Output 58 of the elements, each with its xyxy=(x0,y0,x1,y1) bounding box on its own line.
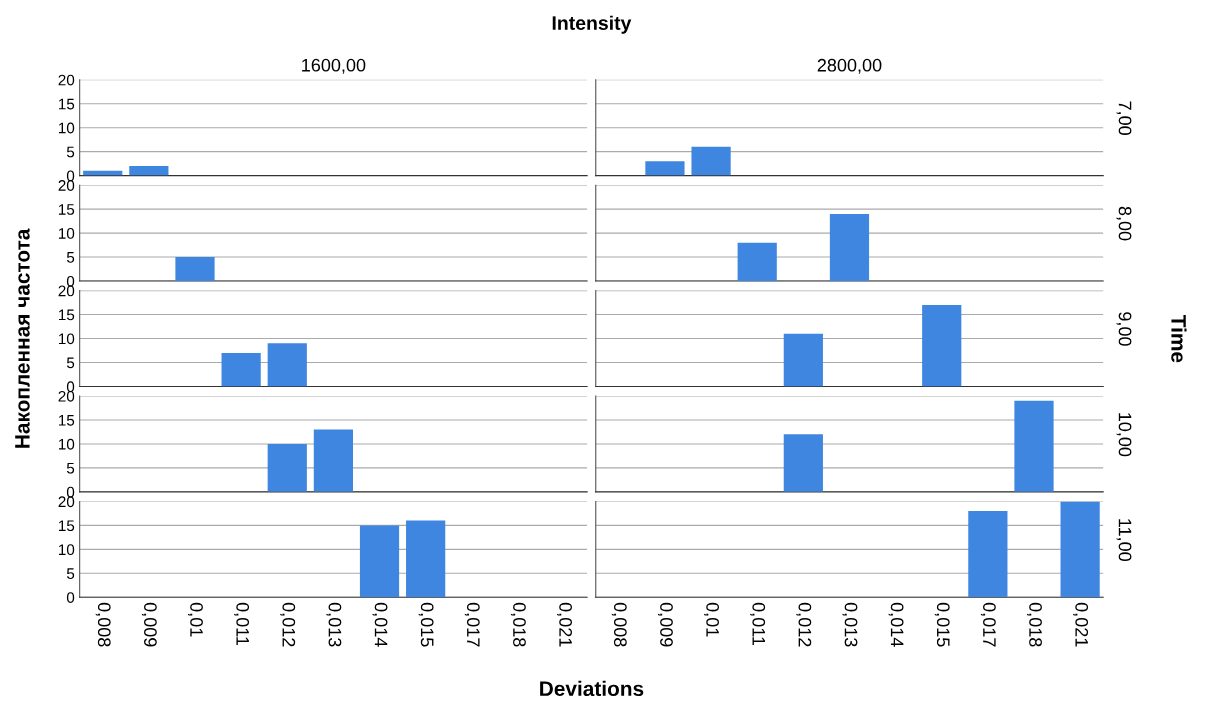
y-tick-label: 5 xyxy=(66,568,75,579)
x-tick-label: 0,009 xyxy=(657,602,673,647)
y-tick-label: 0 xyxy=(66,170,75,182)
y-tick-label: 10 xyxy=(58,333,75,345)
x-tick-label: 0,014 xyxy=(372,602,388,647)
text: 10,00 xyxy=(1116,413,1132,457)
y-tick-label: 20 xyxy=(58,74,75,86)
x-tick-label: 0,017 xyxy=(464,602,480,647)
x-tick-label: 0,012 xyxy=(796,602,812,647)
text: 11,00 xyxy=(1116,519,1132,561)
x-tick-label: 0,009 xyxy=(141,602,157,647)
y-tick-label: 0 xyxy=(66,381,75,393)
y-tick-label: 15 xyxy=(58,520,75,532)
y-tick-label: 20 xyxy=(58,285,75,297)
y-axis-title: Накопленная частота xyxy=(15,228,30,448)
x-tick-label: 0,01 xyxy=(188,602,203,637)
x-tick-label: 0,018 xyxy=(1027,602,1042,647)
x-tick-label: 0,015 xyxy=(934,602,950,647)
y-tick-label: 10 xyxy=(58,122,75,134)
y-tick-label: 0 xyxy=(66,275,75,287)
x-tick-label: 0,015 xyxy=(418,602,434,647)
y-tick-label: 10 xyxy=(58,227,75,239)
y-tick-label: 5 xyxy=(66,252,75,263)
y-tick-label: 15 xyxy=(58,309,75,321)
y-tick-label: 0 xyxy=(66,486,75,498)
y-tick-label: 15 xyxy=(58,204,75,215)
x-tick-label: 0,013 xyxy=(326,602,342,647)
x-tick-label: 0,008 xyxy=(95,602,111,647)
chart-title: 1600,00 xyxy=(302,58,366,74)
y-tick-label: 5 xyxy=(66,357,75,369)
y-tick-label: 5 xyxy=(66,462,75,474)
y-tick-label: 5 xyxy=(66,146,75,158)
y-tick-label: 20 xyxy=(58,180,75,191)
y-tick-label: 15 xyxy=(58,415,75,426)
text: 9,00 xyxy=(1116,312,1132,346)
y-tick-label: 0 xyxy=(66,592,75,603)
x-tick-label: 0,021 xyxy=(557,602,572,647)
x-tick-label: 0,021 xyxy=(1073,602,1089,647)
x-tick-label: 0,012 xyxy=(280,602,296,647)
x-tick-label: 0,014 xyxy=(888,602,904,647)
y2-axis-title: Time xyxy=(1171,314,1187,363)
x-tick-label: 0,01 xyxy=(704,602,720,637)
x-tick-label: 0,008 xyxy=(611,602,627,647)
text: 8,00 xyxy=(1116,206,1132,241)
y-tick-label: 15 xyxy=(58,98,75,110)
y-tick-label: 20 xyxy=(58,496,75,508)
y-tick-label: 10 xyxy=(58,544,75,556)
text: 7,00 xyxy=(1116,101,1132,135)
x-tick-label: 0,013 xyxy=(842,602,858,647)
x-tick-label: 0,017 xyxy=(980,602,996,647)
x-tick-label: 0,011 xyxy=(234,602,250,646)
x-tick-label: 0,018 xyxy=(510,602,526,647)
text: Intensity xyxy=(552,15,632,34)
x-axis-title: Deviations xyxy=(540,680,644,697)
x-tick-label: 0,011 xyxy=(750,602,766,646)
y-tick-label: 20 xyxy=(58,390,75,402)
chart-title: 2800,00 xyxy=(817,58,882,74)
y-tick-label: 10 xyxy=(58,438,75,450)
